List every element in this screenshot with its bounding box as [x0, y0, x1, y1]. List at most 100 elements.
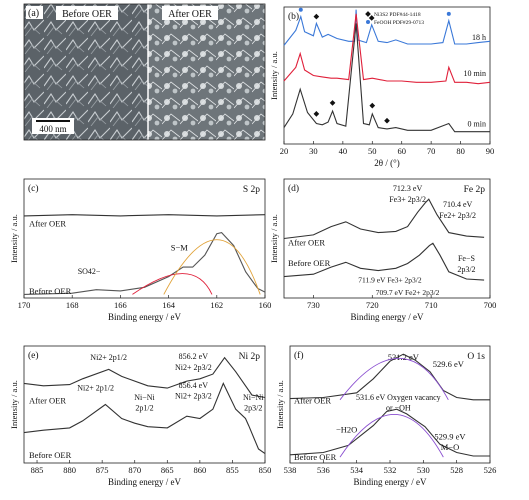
panel-title-e: Ni 2p	[239, 352, 261, 362]
peak-marker-b-bottom-2	[369, 102, 376, 109]
peak-label-d-3: 710.4 eV	[443, 200, 473, 209]
fit-curve-f-after	[339, 358, 449, 401]
y-axis-label-d: Intensity / a.u.	[269, 214, 279, 263]
x-tick-label-b-3: 50	[368, 146, 377, 156]
x-axis-label-b: 2θ / (°)	[374, 158, 399, 168]
curve-label-d-after: After OER	[288, 238, 325, 248]
peak-label-c-so4: SO42−	[78, 267, 101, 276]
x-tick-label-d-0: 730	[307, 300, 320, 310]
series-label-b-1: 10 min	[464, 69, 486, 78]
sem-letter-box	[26, 6, 43, 19]
x-tick-label-e-5: 860	[193, 465, 206, 475]
peak-label-e-4: 856.4 eV	[179, 381, 209, 390]
plot-frame-b	[283, 6, 491, 145]
x-tick-label-e-1: 880	[63, 465, 76, 475]
peak-label-e-10: 2p3/2	[244, 403, 262, 412]
peak-label-e-7: Ni−Ni	[134, 393, 155, 402]
sem-before-image	[24, 4, 148, 140]
panel-b: 20 30 40 50 60 70 80 90 2θ / (°) Intensity / a.u.…	[269, 6, 495, 168]
peak-label-f-3: 531.6 eV Oxygen vacancy	[356, 393, 441, 402]
series-line-c-1	[23, 231, 266, 295]
peak-label-f-5: −H2O	[336, 425, 357, 435]
curve-label-e-before: Before OER	[29, 450, 72, 460]
legend-marker-feooh	[366, 20, 370, 24]
letter-box-b	[286, 9, 302, 21]
letter-box-f	[292, 348, 308, 360]
series-line-e-0	[23, 356, 266, 399]
x-tick-label-d-1: 720	[366, 300, 379, 310]
peak-label-c-sm: S−M	[171, 242, 189, 252]
x-tick-label-e-4: 865	[161, 465, 174, 475]
panel-d: 730 720 710 700 Binding energy / eV Intensity…	[269, 178, 496, 322]
fit-curve-f-before	[339, 414, 444, 458]
peak-label-e-5: Ni2+ 2p3/2	[175, 392, 212, 401]
after-label-box	[162, 6, 218, 20]
curve-label-c-after: After OER	[29, 219, 66, 229]
peak-label-f-6: 529.9 eV	[434, 432, 466, 442]
panel-title-c: S 2p	[243, 185, 260, 195]
panel-title-d: Fe 2p	[464, 185, 486, 195]
letter-box-d	[286, 181, 302, 193]
panel-letter-c: (c)	[28, 183, 39, 194]
x-tick-label-b-0: 20	[280, 146, 289, 156]
legend-b: Ni3S2 PDF#44-1418 FeOOH PDF#29-0713	[365, 11, 424, 26]
curve-label-f-before: Before OER	[294, 452, 337, 462]
series-line-b-1	[283, 13, 491, 85]
x-tick-label-f-1: 536	[317, 465, 330, 475]
peak-label-d-1: 712.3 eV	[393, 184, 423, 193]
x-tick-label-c-4: 162	[210, 300, 223, 310]
peak-label-d-8: 709.7 eV Fe2+ 2p3/2	[376, 288, 440, 297]
peak-label-e-2: 856.2 eV	[179, 352, 209, 361]
panel-e: 885 880 875 870 865 860 855 850 Binding energy /…	[9, 345, 272, 487]
panel-f: 538 536 534 532 530 528 526 Binding energy / eV…	[275, 345, 497, 487]
peak-label-f-1: 531.2 eV	[388, 352, 420, 362]
x-tick-label-e-6: 855	[226, 465, 239, 475]
plot-frame-c	[23, 178, 266, 299]
x-tick-label-c-5: 160	[259, 300, 272, 310]
peak-label-d-2: Fe3+ 2p3/2	[389, 195, 426, 204]
panel-a-sem: (a) Before OER After OER 400 nm	[23, 3, 266, 141]
x-tick-label-e-0: 885	[31, 465, 44, 475]
sem-after-image	[148, 4, 265, 140]
x-tick-label-b-7: 90	[486, 146, 495, 156]
sem-before-label: Before OER	[62, 9, 112, 20]
y-axis-label-f: Intensity / a.u.	[275, 380, 285, 429]
peak-label-e-6: Ni2+ 2p1/2	[77, 383, 114, 392]
peak-label-f-4: or −OH	[386, 403, 411, 412]
legend-label-ni3s2: Ni3S2 PDF#44-1418	[374, 12, 421, 18]
peak-label-e-9: Ni−Ni	[243, 393, 264, 402]
x-tick-label-b-5: 70	[427, 146, 436, 156]
plot-frame-e	[23, 345, 266, 464]
panel-title-f: O 1s	[467, 352, 485, 362]
panel-letter-d: (d)	[288, 183, 299, 194]
series-line-d-1	[283, 242, 485, 281]
curve-label-f-after: After OER	[294, 395, 331, 405]
before-label-box	[56, 6, 118, 20]
x-tick-label-b-2: 40	[339, 146, 348, 156]
x-tick-label-f-6: 526	[484, 465, 497, 475]
curve-label-d-before: Before OER	[288, 258, 331, 268]
peak-label-e-1: Ni2+ 2p1/2	[90, 353, 127, 362]
curve-label-e-after: After OER	[29, 395, 66, 405]
x-tick-label-b-6: 80	[456, 146, 465, 156]
panel-letter-a: (a)	[28, 8, 39, 19]
x-tick-label-e-7: 850	[259, 465, 272, 475]
y-axis-label-e: Intensity / a.u.	[9, 380, 19, 429]
x-axis-label-f: Binding energy / eV	[353, 477, 427, 487]
y-axis-label-c: Intensity / a.u.	[9, 214, 19, 263]
x-tick-label-e-3: 870	[128, 465, 141, 475]
x-tick-label-f-2: 534	[350, 465, 364, 475]
panel-letter-b: (b)	[288, 11, 299, 22]
peak-marker-b-feooh-0	[298, 7, 303, 12]
x-tick-label-c-1: 168	[66, 300, 79, 310]
x-tick-label-c-2: 166	[114, 300, 127, 310]
series-line-f-0	[289, 353, 490, 401]
x-tick-label-f-4: 530	[417, 465, 430, 475]
peak-marker-b-bottom-3	[384, 117, 390, 124]
scale-bar-label: 400 nm	[39, 124, 66, 134]
x-tick-label-d-2: 710	[425, 300, 438, 310]
x-tick-label-b-4: 60	[397, 146, 406, 156]
series-line-c-0	[23, 214, 266, 217]
series-label-b-0: 18 h	[472, 33, 486, 42]
curve-label-c-before: Before OER	[29, 286, 72, 296]
